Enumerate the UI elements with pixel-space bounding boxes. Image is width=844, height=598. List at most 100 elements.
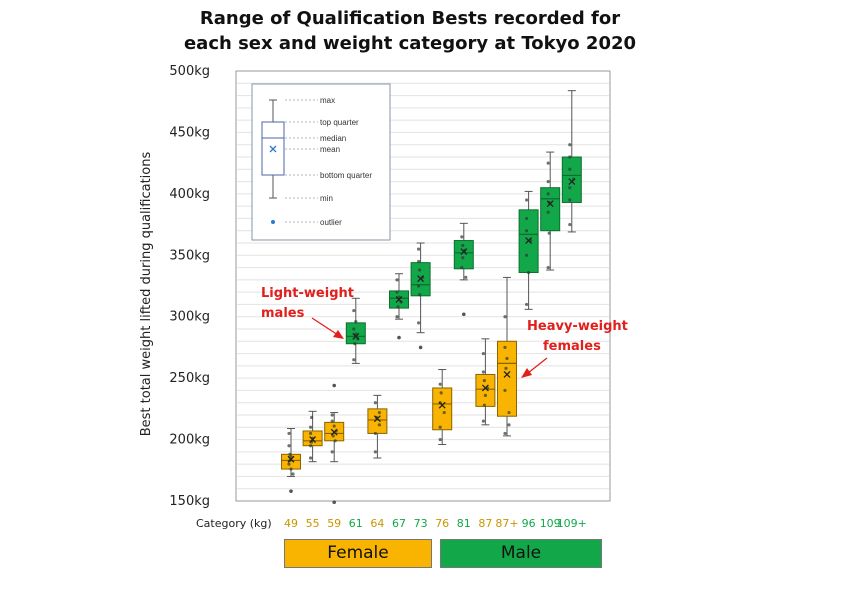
box-59kg [324,383,345,505]
data-point [442,410,446,415]
data-point [333,439,337,443]
data-point [507,410,511,415]
category-label: 109 [540,517,561,530]
outlier-point [462,312,466,317]
data-point [287,431,291,436]
category-label: 67 [392,517,406,530]
box-73kg [410,242,431,350]
y-tick-label: 200kg [169,433,210,448]
data-point [481,370,485,374]
plot-area-frame [235,70,611,502]
legend-label-mean: mean [320,145,340,154]
data-point [310,415,314,420]
box-body [432,387,453,431]
box-49kg [281,428,301,493]
data-point [373,450,377,454]
legend-label-bottom-quarter: bottom quarter [320,171,372,180]
box-55kg [302,410,323,463]
annotation-light-weight-males: Light-weight males [261,286,354,339]
outlier-point [332,500,337,505]
category-label: 96 [522,517,536,530]
data-point [483,393,487,397]
y-tick-label: 400kg [169,187,210,202]
chart-title-line-2: each sex and weight category at Tokyo 20… [183,33,637,54]
data-point [373,401,377,405]
data-point [461,256,465,260]
mean-marker [460,248,468,256]
category-label: 76 [435,517,449,530]
data-point [525,216,529,221]
mean-marker [373,415,381,423]
mean-marker [546,200,554,208]
annotation-light-line-1: Light-weight [261,286,354,301]
y-tick-label: 250kg [169,371,210,386]
legend-mean-marker [269,145,277,153]
box-87pluskg [497,276,517,437]
data-point [460,265,464,270]
data-point [287,444,291,448]
data-point [417,321,421,325]
x-axis-label: Category (kg) [196,517,272,530]
box-67kg [389,273,409,340]
data-point [354,320,358,324]
annotation-light-arrow [311,317,339,336]
data-point [568,167,572,171]
data-point [503,315,507,319]
data-point [418,268,422,272]
data-point [309,431,313,436]
data-point [330,450,334,454]
data-point [481,351,485,356]
data-point [438,437,442,442]
chart-title: Range of Qualification Bests recorded fo… [130,6,690,56]
box-body [453,240,474,270]
box-body [367,408,388,434]
legend-label-median: median [320,134,346,143]
mean-marker [395,296,403,303]
data-point [546,161,550,165]
data-point [373,431,377,436]
annotation-light-arrowhead [333,330,344,339]
data-point [546,265,550,270]
category-label: 61 [349,517,363,530]
data-point [438,382,442,386]
data-point [352,358,356,362]
mean-marker [287,455,295,463]
box-109pluskg [561,90,582,233]
outlier-point [289,489,293,493]
mean-marker [438,401,446,409]
category-label: 49 [284,517,298,530]
chart-title-line-1: Range of Qualification Bests recorded fo… [199,8,621,29]
data-point [289,467,293,471]
data-point [417,259,421,264]
data-point [291,472,295,476]
annotation-heavy-arrowhead [521,368,532,378]
legend-label-outlier: outlier [320,218,342,227]
data-point [568,155,572,159]
data-point [438,425,442,429]
legend-outlier-marker [271,220,275,224]
data-point [287,462,291,466]
mean-marker [352,332,360,340]
data-point [396,305,400,309]
outlier-point [332,383,337,388]
data-point [332,424,336,428]
data-point [309,425,313,429]
data-point [353,342,357,346]
y-tick-label: 300kg [169,310,210,325]
box-body [475,373,496,407]
data-point [504,366,508,370]
y-tick-label: 500kg [169,64,210,79]
legend: max top quarter median mean bottom quarter mi… [251,83,391,241]
data-point [352,308,356,313]
data-point [503,345,507,350]
box-96kg [518,190,539,310]
data-point [439,391,443,395]
data-point [309,444,313,448]
category-axis: Category (kg) 49 55 59 61 64 67 73 76 81 87 87+ 96 1… [196,517,587,530]
male-group-label: Male [440,539,602,568]
legend-label-max: max [320,96,335,105]
data-point [352,327,356,331]
data-point [464,275,468,279]
data-point [546,179,550,184]
data-point [546,192,550,196]
